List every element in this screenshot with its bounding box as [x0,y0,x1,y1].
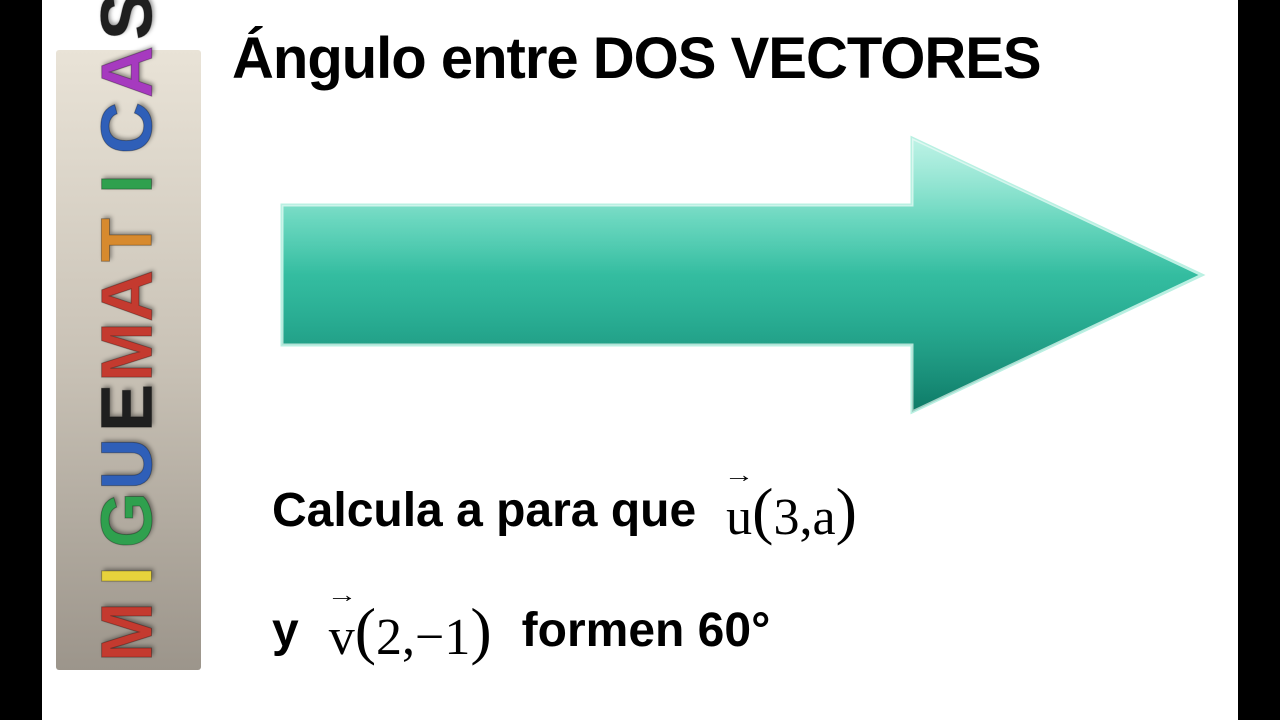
logo-letter: S [101,0,157,81]
big-arrow-icon [272,130,1212,420]
vector-u-coords: 3,a [773,488,835,547]
formula-line-1: Calcula a para que u ( 3,a ) [272,470,857,550]
paren-close: ) [470,594,491,668]
paren-open: ( [752,474,773,548]
vector-u-symbol: u [726,470,752,547]
slide-title: Ángulo entre DOS VECTORES [232,25,1041,92]
formula-line-2: y v ( 2,−1 ) formen 60° [272,590,770,670]
vector-v-symbol: v [329,590,355,667]
pillarbox-right [1238,0,1280,720]
text-calcula: Calcula a para que [272,483,696,538]
slide-canvas: MIGUEMATICAS Ángulo entre DOS VECTORES [42,0,1238,720]
paren-close: ) [836,474,857,548]
vector-v: v ( 2,−1 ) [329,590,492,670]
brand-logo-vertical: MIGUEMATICAS [56,50,201,670]
title-emphasis: DOS VECTORES [593,26,1041,91]
text-formen: formen 60° [522,603,771,658]
paren-open: ( [355,594,376,668]
title-prefix: Ángulo entre [232,26,593,91]
text-y: y [272,603,299,658]
pillarbox-left [0,0,42,720]
vector-v-coords: 2,−1 [376,608,470,667]
vector-u: u ( 3,a ) [726,470,857,550]
